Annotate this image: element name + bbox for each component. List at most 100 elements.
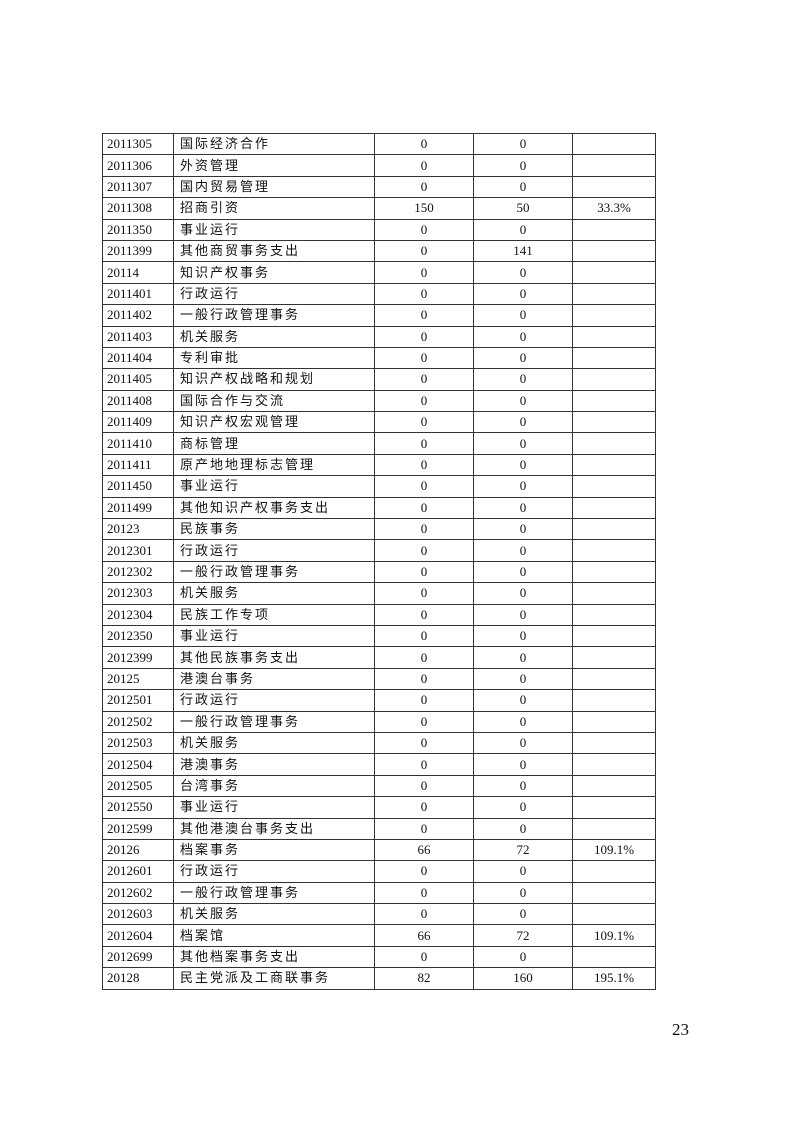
cell-name: 行政运行 [173, 860, 375, 883]
cell-name: 商标管理 [173, 432, 375, 455]
table-row: 2011401 行政运行 0 0 [102, 282, 656, 306]
cell-code: 2011399 [102, 239, 174, 263]
cell-value-2: 0 [473, 132, 573, 156]
cell-percent [572, 475, 656, 498]
cell-name: 其他民族事务支出 [173, 646, 375, 669]
cell-value-1: 0 [374, 582, 474, 605]
cell-value-1: 0 [374, 132, 474, 156]
cell-percent [572, 689, 656, 712]
cell-value-1: 0 [374, 667, 474, 691]
cell-percent [572, 218, 656, 241]
cell-name: 事业运行 [173, 796, 375, 819]
table-row: 2011308 招商引资 150 50 33.3% [102, 197, 656, 220]
cell-code: 2011307 [102, 175, 174, 199]
cell-value-2: 0 [473, 453, 573, 477]
cell-value-1: 0 [374, 774, 474, 798]
cell-name: 其他商贸事务支出 [173, 239, 375, 263]
cell-code: 2012699 [102, 945, 174, 969]
page-number: 23 [672, 1020, 689, 1039]
cell-value-2: 0 [473, 796, 573, 819]
cell-percent [572, 667, 656, 691]
table-row: 2012302 一般行政管理事务 0 0 [102, 560, 656, 584]
cell-name: 档案事务 [173, 838, 375, 862]
cell-value-1: 0 [374, 710, 474, 733]
cell-code: 2011306 [102, 154, 174, 177]
cell-value-1: 0 [374, 432, 474, 455]
cell-name: 知识产权宏观管理 [173, 411, 375, 434]
cell-value-1: 0 [374, 411, 474, 434]
cell-name: 国内贸易管理 [173, 175, 375, 199]
cell-percent [572, 368, 656, 391]
cell-value-2: 0 [473, 731, 573, 755]
budget-table: 2011305 国际经济合作 0 0 2011306 外资管理 0 0 2011307 国内贸易管… [102, 132, 656, 990]
cell-percent [572, 646, 656, 669]
cell-percent [572, 945, 656, 969]
cell-value-1: 0 [374, 753, 474, 776]
cell-code: 20123 [102, 518, 174, 541]
cell-name: 国际经济合作 [173, 132, 375, 156]
cell-code: 2012505 [102, 774, 174, 798]
cell-value-2: 0 [473, 560, 573, 584]
cell-value-1: 0 [374, 175, 474, 199]
cell-value-2: 0 [473, 603, 573, 626]
cell-percent [572, 325, 656, 348]
table-row: 2012699 其他档案事务支出 0 0 [102, 945, 656, 969]
cell-value-2: 141 [473, 239, 573, 263]
cell-percent [572, 411, 656, 434]
table-row: 2012604 档案馆 66 72 109.1% [102, 924, 656, 947]
table-row: 20125 港澳台事务 0 0 [102, 667, 656, 691]
table-row: 2012602 一般行政管理事务 0 0 [102, 881, 656, 905]
cell-value-2: 0 [473, 753, 573, 776]
cell-value-1: 0 [374, 860, 474, 883]
cell-value-1: 0 [374, 282, 474, 306]
table-row: 20123 民族事务 0 0 [102, 518, 656, 541]
cell-value-1: 0 [374, 646, 474, 669]
cell-name: 外资管理 [173, 154, 375, 177]
cell-value-1: 0 [374, 261, 474, 284]
cell-name: 事业运行 [173, 624, 375, 648]
cell-value-1: 0 [374, 389, 474, 413]
cell-percent [572, 860, 656, 883]
cell-name: 民主党派及工商联事务 [173, 967, 375, 990]
cell-percent [572, 603, 656, 626]
cell-name: 行政运行 [173, 282, 375, 306]
table-row: 2011450 事业运行 0 0 [102, 475, 656, 498]
cell-value-2: 160 [473, 967, 573, 990]
table-row: 20114 知识产权事务 0 0 [102, 261, 656, 284]
table-row: 2011306 外资管理 0 0 [102, 154, 656, 177]
cell-percent [572, 282, 656, 306]
cell-percent [572, 774, 656, 798]
table-row: 2012501 行政运行 0 0 [102, 689, 656, 712]
cell-percent [572, 539, 656, 562]
table-row: 2011408 国际合作与交流 0 0 [102, 389, 656, 413]
cell-value-1: 0 [374, 453, 474, 477]
cell-name: 档案馆 [173, 924, 375, 947]
cell-name: 港澳台事务 [173, 667, 375, 691]
cell-value-2: 0 [473, 624, 573, 648]
table-row: 2011403 机关服务 0 0 [102, 325, 656, 348]
cell-percent: 109.1% [572, 838, 656, 862]
cell-name: 行政运行 [173, 539, 375, 562]
cell-value-1: 0 [374, 346, 474, 370]
table-row: 20126 档案事务 66 72 109.1% [102, 838, 656, 862]
cell-code: 2012604 [102, 924, 174, 947]
cell-value-1: 0 [374, 154, 474, 177]
cell-value-1: 0 [374, 796, 474, 819]
table-row: 2012504 港澳事务 0 0 [102, 753, 656, 776]
table-row: 2012603 机关服务 0 0 [102, 903, 656, 926]
cell-percent [572, 903, 656, 926]
cell-value-2: 0 [473, 689, 573, 712]
cell-percent [572, 132, 656, 156]
cell-code: 2011450 [102, 475, 174, 498]
cell-code: 2012504 [102, 753, 174, 776]
cell-percent [572, 582, 656, 605]
cell-value-2: 72 [473, 838, 573, 862]
cell-code: 20114 [102, 261, 174, 284]
cell-value-2: 72 [473, 924, 573, 947]
cell-code: 2012599 [102, 817, 174, 840]
cell-value-2: 0 [473, 582, 573, 605]
cell-percent [572, 710, 656, 733]
cell-percent [572, 239, 656, 263]
cell-code: 20126 [102, 838, 174, 862]
cell-value-1: 150 [374, 197, 474, 220]
